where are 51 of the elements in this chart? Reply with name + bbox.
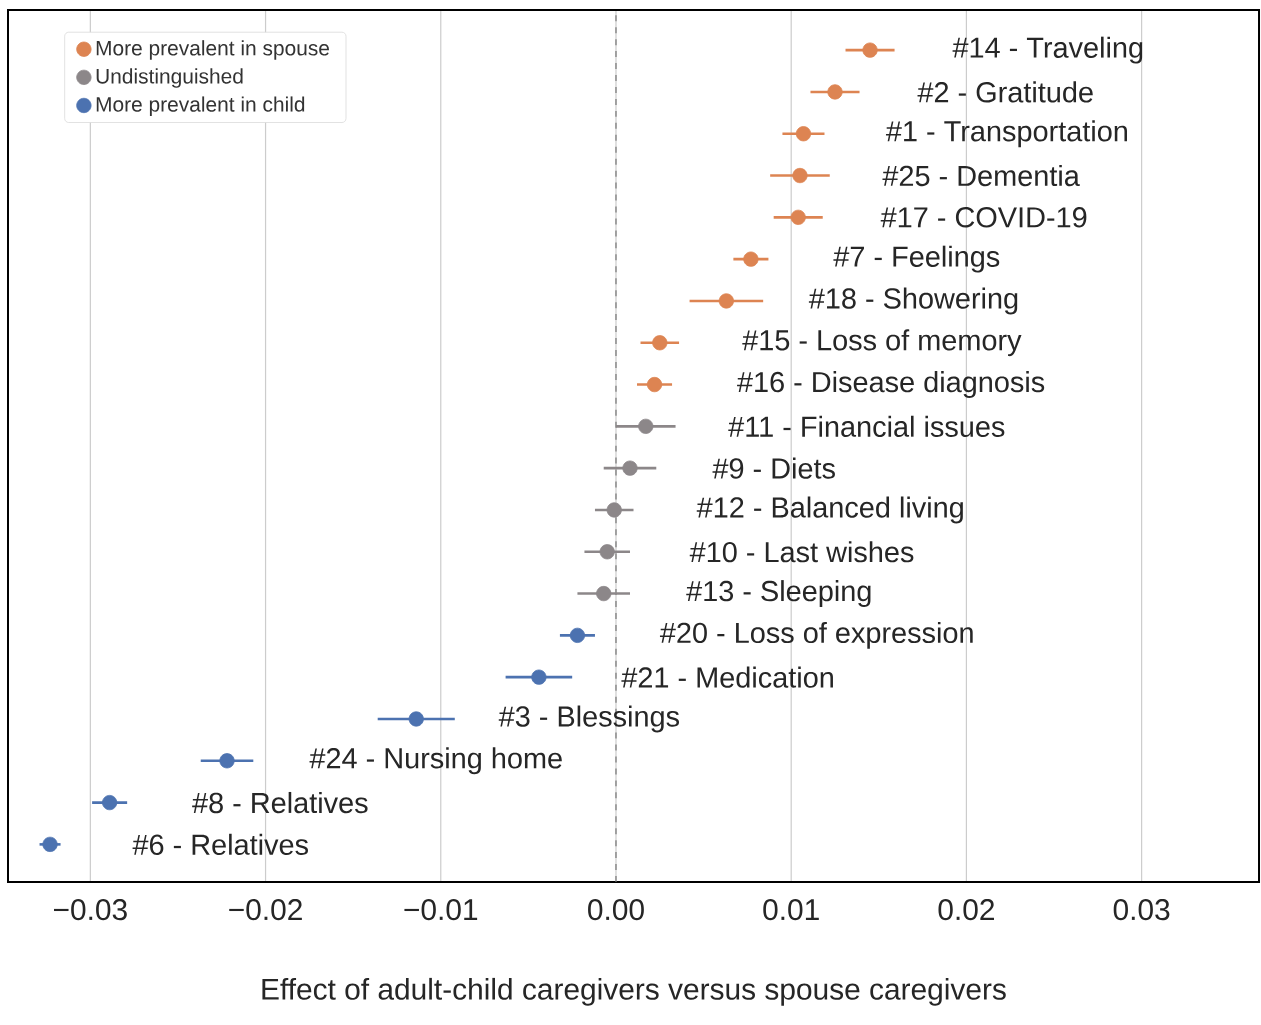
y-tick-label: #20 - Loss of expression — [659, 621, 973, 649]
point — [42, 836, 58, 852]
x-tick-label: 0.00 — [588, 899, 644, 921]
point — [743, 251, 759, 267]
x-tick-label: 0.03 — [1113, 899, 1170, 921]
y-tick-label: #16 - Disease diagnosis — [737, 371, 1045, 399]
point — [638, 418, 654, 434]
y-tick-label: #15 - Loss of memory — [742, 329, 1022, 357]
point — [646, 376, 663, 393]
x-tick-label: −0.02 — [229, 899, 302, 921]
x-tick-label: −0.01 — [404, 899, 478, 921]
point — [652, 335, 668, 351]
legend-label: Undistinguished — [96, 68, 243, 88]
legend-label: More prevalent in spouse — [96, 40, 329, 60]
y-tick-label: #17 - COVID-19 — [880, 207, 1087, 228]
y-tick-label: #10 - Last wishes — [689, 541, 914, 563]
point — [622, 460, 638, 476]
point — [408, 711, 424, 727]
y-tick-label: #25 - Dementia — [882, 164, 1080, 187]
point — [790, 209, 806, 225]
point — [596, 585, 612, 602]
point — [718, 293, 734, 309]
point — [102, 794, 118, 811]
y-tick-label: #9 - Diets — [712, 457, 835, 479]
y-tick-label: #11 - Financial issues — [728, 415, 1005, 437]
y-tick-label: #18 - Showering — [808, 287, 1018, 315]
point — [792, 167, 808, 184]
y-tick-label: #1 - Transportation — [885, 120, 1127, 148]
point — [531, 669, 547, 685]
x-tick-label: 0.01 — [763, 899, 819, 921]
y-tick-label: #21 - Medication — [621, 666, 833, 688]
legend-label: More prevalent in child — [96, 96, 305, 116]
point — [569, 627, 586, 643]
y-tick-label: #6 - Relatives — [132, 833, 308, 855]
y-tick-label: #24 - Nursing home — [309, 747, 562, 775]
point — [862, 42, 878, 58]
y-tick-label: #12 - Balanced living — [696, 496, 963, 524]
point — [599, 544, 615, 560]
point — [795, 126, 812, 142]
x-tick-label: 0.02 — [938, 899, 994, 921]
y-tick-label: #3 - Blessings — [498, 705, 680, 733]
x-axis-title: Effect of adult-child caregivers versus spouse caregivers — [262, 977, 1006, 1006]
y-tick-label: #14 - Traveling — [952, 36, 1143, 64]
x-tick-label: −0.03 — [54, 899, 127, 921]
y-tick-label: #2 - Gratitude — [917, 81, 1093, 103]
point — [219, 753, 235, 769]
y-tick-label: #8 - Relatives — [192, 791, 368, 814]
y-tick-label: #13 - Sleeping — [686, 580, 871, 608]
point — [827, 84, 843, 100]
point — [606, 502, 622, 518]
y-tick-label: #7 - Feelings — [833, 245, 1000, 273]
